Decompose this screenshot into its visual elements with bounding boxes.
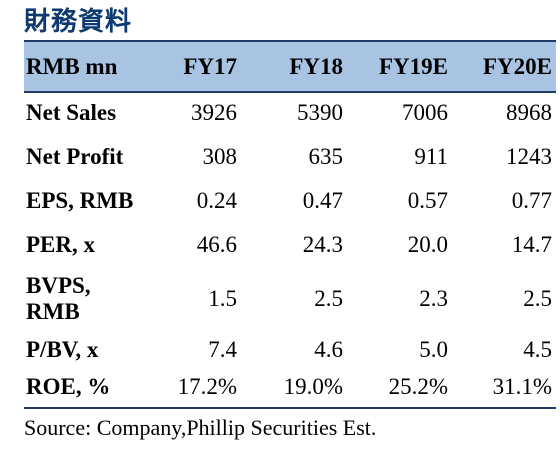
table-cell: 7.4 [208, 337, 237, 362]
row-label: PER, x [26, 232, 95, 257]
table-cell: 4.6 [314, 337, 343, 362]
table-row: EPS, RMB 0.24 0.47 0.57 0.77 [24, 179, 556, 223]
table-cell: 5.0 [419, 337, 448, 362]
table-title: 財務資料 [24, 7, 133, 37]
table-cell: 911 [414, 144, 448, 169]
row-label: Net Sales [26, 100, 117, 125]
column-header-unit: RMB mn [26, 53, 118, 79]
table-cell: 0.24 [196, 188, 237, 213]
top-rule [24, 40, 556, 42]
table-cell: 24.3 [302, 232, 343, 257]
row-label: Net Profit [26, 144, 124, 169]
bottom-rule [24, 407, 556, 409]
table-cell: 5390 [297, 100, 343, 125]
table-cell: 7006 [402, 100, 448, 125]
table-row: P/BV, x 7.4 4.6 5.0 4.5 [24, 331, 556, 369]
column-header-fy20e: FY20E [483, 53, 552, 79]
table-cell: 17.2% [177, 374, 237, 399]
table-row: Net Profit 308 635 911 1243 [24, 135, 556, 179]
table-cell: 14.7 [511, 232, 552, 257]
table-row: BVPS, RMB 1.5 2.5 2.3 2.5 [24, 267, 556, 331]
table-cell: 1243 [506, 144, 552, 169]
table-cell: 46.6 [196, 232, 237, 257]
table-cell: 0.47 [302, 188, 343, 213]
table-cell: 2.5 [314, 286, 343, 311]
header-row: RMB mn FY17 FY18 FY19E FY20E [24, 42, 556, 91]
row-label: EPS, RMB [26, 188, 134, 213]
table-cell: 8968 [506, 100, 552, 125]
table-cell: 19.0% [283, 374, 343, 399]
table-row: PER, x 46.6 24.3 20.0 14.7 [24, 223, 556, 267]
table-cell: 0.77 [511, 188, 552, 213]
table-cell: 31.1% [492, 374, 552, 399]
table-cell: 635 [308, 144, 344, 169]
table-cell: 2.5 [523, 286, 552, 311]
table-cell: 0.57 [407, 188, 448, 213]
column-header-fy19e: FY19E [379, 53, 448, 79]
table-cell: 1.5 [208, 286, 237, 311]
financial-table: RMB mn FY17 FY18 FY19E FY20E Net Sales 3… [24, 42, 556, 405]
row-label: ROE, % [26, 374, 111, 399]
column-header-fy17: FY17 [183, 53, 237, 79]
row-label: P/BV, x [26, 337, 99, 362]
row-label-text: BVPS, RMB [26, 273, 91, 324]
header-background [24, 42, 556, 91]
table-row: ROE, % 17.2% 19.0% 25.2% 31.1% [24, 369, 556, 405]
table-cell: 4.5 [523, 337, 552, 362]
table-cell: 308 [202, 144, 238, 169]
table-cell: 2.3 [419, 286, 448, 311]
table-cell: 25.2% [388, 374, 448, 399]
source-note: Source: Company,Phillip Securities Est. [24, 415, 377, 440]
column-header-fy18: FY18 [289, 53, 343, 79]
table-cell: 20.0 [407, 232, 448, 257]
header-rule [24, 91, 556, 93]
table-row: Net Sales 3926 5390 7006 8968 [24, 91, 556, 135]
row-label: BVPS, RMB [24, 267, 154, 331]
table-cell: 3926 [191, 100, 237, 125]
